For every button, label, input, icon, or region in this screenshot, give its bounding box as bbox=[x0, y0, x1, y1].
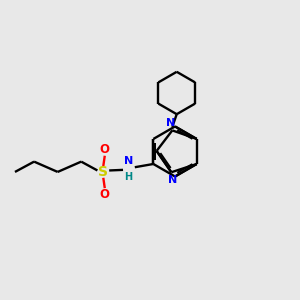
Text: N: N bbox=[124, 156, 133, 166]
Text: S: S bbox=[98, 165, 108, 179]
Text: O: O bbox=[100, 188, 110, 200]
Text: O: O bbox=[100, 143, 110, 156]
Text: N: N bbox=[166, 118, 176, 128]
Text: N: N bbox=[168, 175, 177, 184]
Text: H: H bbox=[124, 172, 132, 182]
